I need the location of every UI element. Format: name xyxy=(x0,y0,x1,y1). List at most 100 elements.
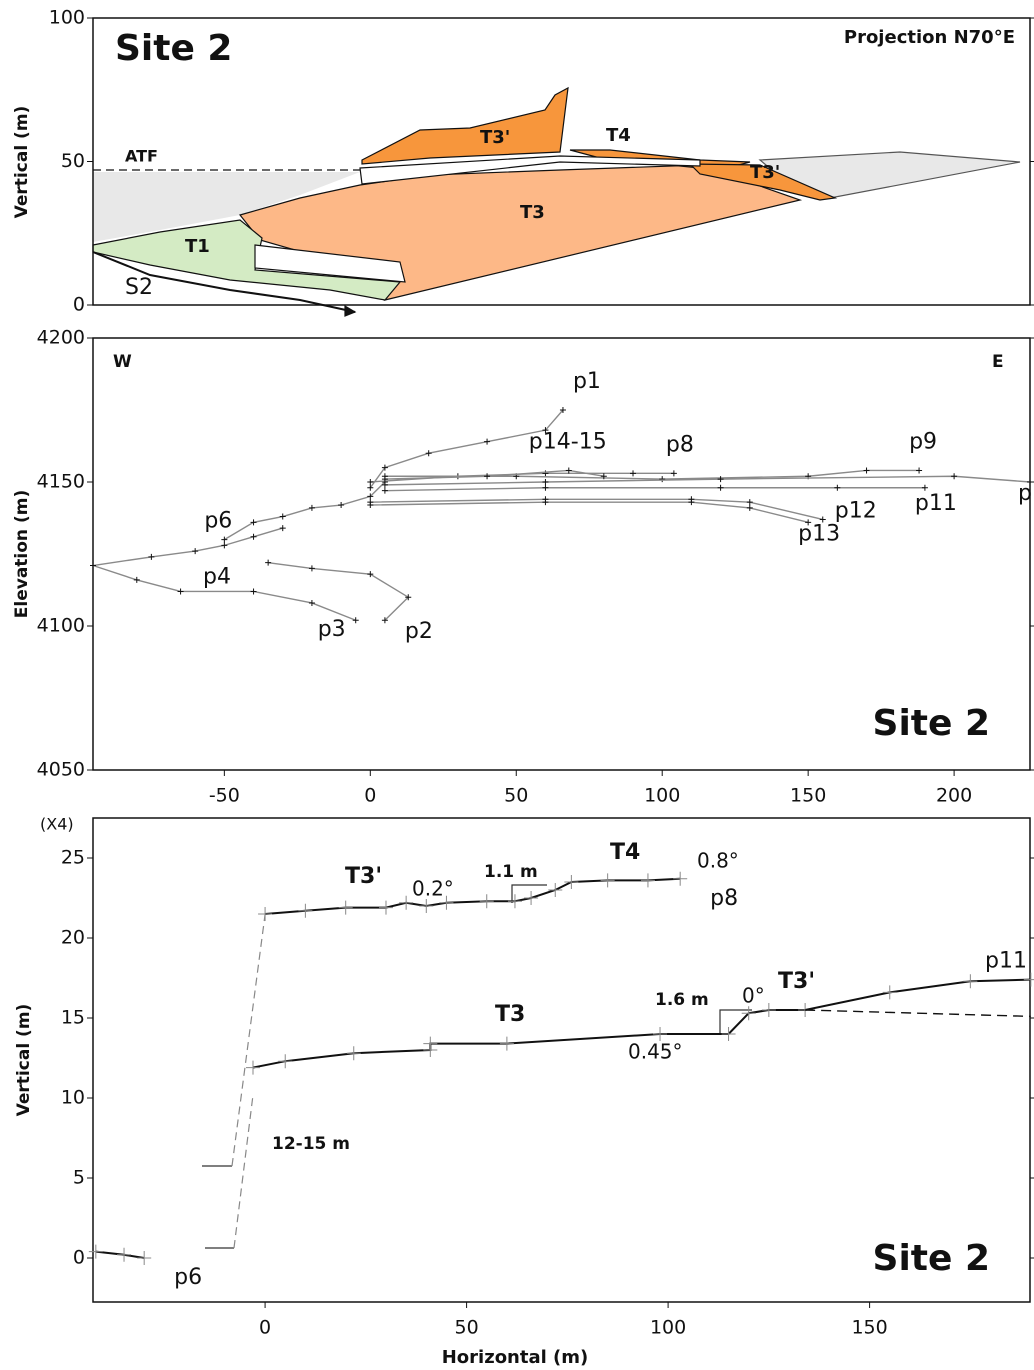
point xyxy=(346,1046,361,1061)
point xyxy=(670,470,677,477)
point xyxy=(746,499,753,506)
point xyxy=(367,493,374,500)
point xyxy=(507,894,522,909)
point xyxy=(308,504,315,511)
point xyxy=(630,470,637,477)
point xyxy=(308,599,315,606)
point xyxy=(746,504,753,511)
series-label: p11 xyxy=(915,491,957,516)
annotation: 12-15 m xyxy=(272,1134,350,1154)
point xyxy=(419,899,434,913)
series-label: p8 xyxy=(710,886,738,911)
y-tick-label: 4200 xyxy=(37,327,85,349)
point xyxy=(367,571,374,578)
point xyxy=(250,533,257,540)
x-tick-label: 0 xyxy=(364,785,376,807)
point xyxy=(381,481,388,488)
profile-line xyxy=(252,978,1031,1069)
frame xyxy=(92,817,1031,1303)
y-tick-label: 0 xyxy=(73,1247,85,1269)
series-label: p2 xyxy=(405,619,433,644)
series-label: p11 xyxy=(985,949,1027,974)
subtitle: Projection N70°E xyxy=(844,27,1015,48)
point xyxy=(250,588,257,595)
annotation: 0.8° xyxy=(697,849,739,873)
annotation: 1.6 m xyxy=(655,990,709,1010)
point xyxy=(265,559,272,566)
x-tick-label: 0 xyxy=(259,1317,271,1339)
point xyxy=(245,1060,260,1075)
annotation: S2 xyxy=(125,275,153,300)
panel-title: Site 2 xyxy=(873,1238,990,1279)
point xyxy=(951,473,958,480)
profile-line xyxy=(265,877,681,915)
point xyxy=(250,519,257,526)
y-tick-label: 10 xyxy=(61,1087,85,1109)
annotation: T3 xyxy=(520,202,545,223)
frame xyxy=(92,337,1031,771)
x-tick-label: 150 xyxy=(790,785,826,807)
point xyxy=(916,467,923,474)
annotation: T3 xyxy=(495,1002,525,1027)
y-tick-label: 15 xyxy=(61,1007,85,1029)
point xyxy=(479,894,494,909)
x-tick-label: 150 xyxy=(851,1317,887,1339)
point xyxy=(542,484,549,491)
point xyxy=(298,903,313,918)
profile-line xyxy=(370,501,809,523)
annotation: 1.1 m xyxy=(484,862,538,882)
y-tick-label: 4150 xyxy=(37,471,85,493)
point xyxy=(381,476,388,483)
point xyxy=(673,871,688,886)
point xyxy=(381,464,388,471)
annotation: T3' xyxy=(778,969,815,994)
point xyxy=(542,479,549,485)
point xyxy=(279,513,286,520)
point xyxy=(90,562,96,569)
point xyxy=(399,895,414,910)
point xyxy=(653,1027,668,1041)
point xyxy=(279,525,286,532)
y-tick-label: 0 xyxy=(73,294,85,316)
point xyxy=(819,516,826,523)
annotation: 0.2° xyxy=(412,877,454,901)
profile-line xyxy=(384,487,925,492)
y-tick-label: 50 xyxy=(61,150,85,172)
profile-extension xyxy=(805,1009,1031,1018)
point xyxy=(439,895,454,910)
point xyxy=(717,484,724,491)
point xyxy=(308,565,315,572)
x-tick-label: 100 xyxy=(644,785,680,807)
point xyxy=(484,473,491,480)
y-tick-label: 4100 xyxy=(37,615,85,637)
point xyxy=(542,470,549,477)
point xyxy=(148,553,155,560)
point xyxy=(177,588,184,595)
x-label: Horizontal (m) xyxy=(442,1347,589,1368)
annotation: T1 xyxy=(185,236,210,257)
point xyxy=(484,438,491,445)
x-tick-label: 50 xyxy=(454,1317,478,1339)
point xyxy=(338,900,353,915)
annotation: T3' xyxy=(750,162,780,183)
y-tick-label: 25 xyxy=(61,847,85,869)
point xyxy=(381,617,388,624)
series-label: p14-15 xyxy=(529,429,607,454)
y-tick-label: 5 xyxy=(73,1167,85,1189)
point xyxy=(278,1054,293,1069)
point xyxy=(524,891,539,905)
point xyxy=(192,548,199,555)
point xyxy=(133,576,140,583)
annotation: ATF xyxy=(125,147,158,166)
point xyxy=(499,1036,514,1051)
panel-title: Site 2 xyxy=(115,28,232,69)
panel-title: Site 2 xyxy=(873,703,990,744)
series-label: p6 xyxy=(204,509,232,534)
profile-line xyxy=(92,564,356,621)
guides xyxy=(202,884,752,1249)
point xyxy=(1027,479,1033,485)
point xyxy=(717,476,724,483)
point xyxy=(423,1036,438,1051)
point xyxy=(221,542,228,549)
x-tick-label: -50 xyxy=(209,785,240,807)
